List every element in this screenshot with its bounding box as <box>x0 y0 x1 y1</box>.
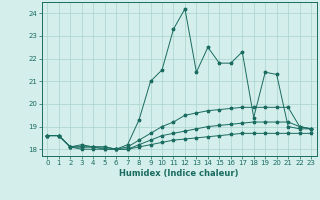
X-axis label: Humidex (Indice chaleur): Humidex (Indice chaleur) <box>119 169 239 178</box>
